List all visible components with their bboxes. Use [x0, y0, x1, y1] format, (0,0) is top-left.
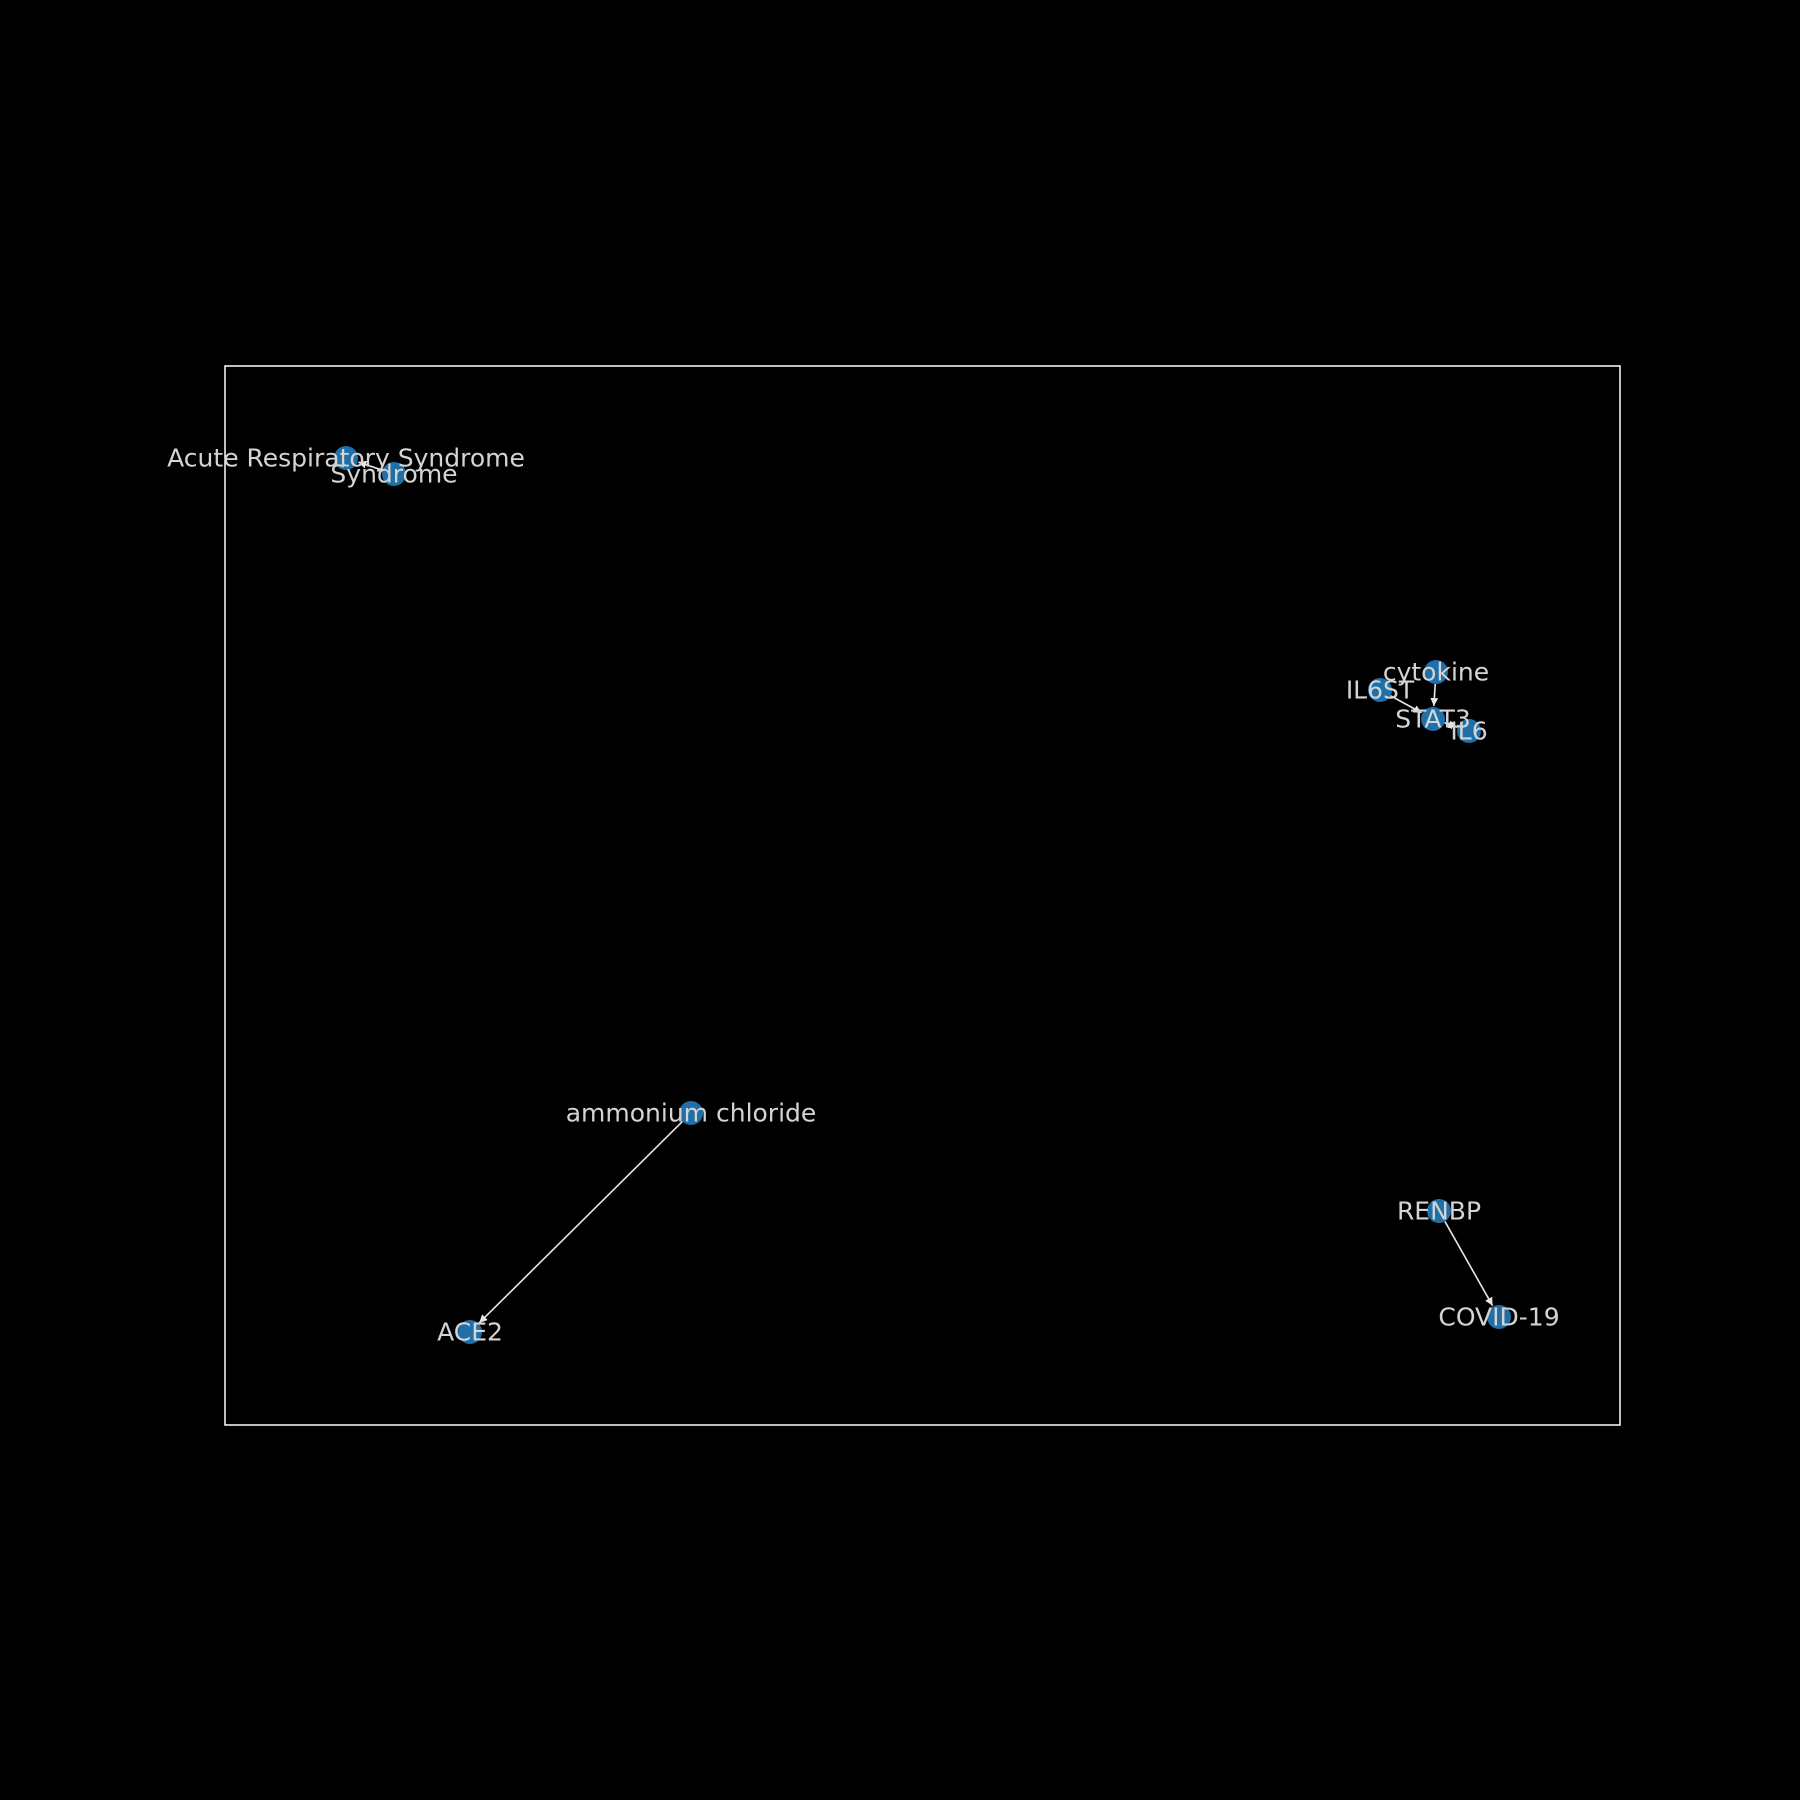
node-acute[interactable]: [334, 446, 358, 470]
node-ammonium[interactable]: [679, 1101, 703, 1125]
node-il6[interactable]: [1457, 719, 1481, 743]
node-label-ammonium: ammonium chloride: [566, 1099, 817, 1128]
nodes-layer: [334, 446, 1511, 1344]
edge-syndrome-to-acute: [358, 460, 383, 471]
node-label-ace2: ACE2: [437, 1318, 503, 1347]
edge-stat3-to-il6: [1444, 720, 1457, 729]
node-label-covid: COVID-19: [1438, 1303, 1559, 1332]
node-label-cytokine: cytokine: [1383, 658, 1489, 687]
node-label-il6: IL6: [1450, 717, 1487, 746]
node-syndrome[interactable]: [382, 462, 406, 486]
node-stat3[interactable]: [1421, 707, 1445, 731]
node-ace2[interactable]: [458, 1320, 482, 1344]
node-label-syndrome: Syndrome: [330, 460, 457, 489]
node-cytokine[interactable]: [1424, 660, 1448, 684]
plot-frame: [224, 365, 1621, 1426]
node-label-il6st: IL6ST: [1346, 676, 1415, 705]
node-covid[interactable]: [1487, 1305, 1511, 1329]
node-label-stat3: STAT3: [1395, 705, 1471, 734]
node-label-acute: Acute Respiratory Syndrome: [167, 444, 525, 473]
node-il6st[interactable]: [1368, 678, 1392, 702]
edge-cytokine-to-stat3: [1430, 683, 1439, 707]
node-renbp[interactable]: [1427, 1199, 1451, 1223]
node-label-renbp: RENBP: [1397, 1197, 1481, 1226]
edges-layer: [358, 460, 1494, 1324]
edge-renbp-to-covid: [1444, 1221, 1494, 1307]
edge-il6st-to-stat3: [1390, 695, 1422, 714]
edge-ammonium-to-ace2: [478, 1120, 684, 1324]
